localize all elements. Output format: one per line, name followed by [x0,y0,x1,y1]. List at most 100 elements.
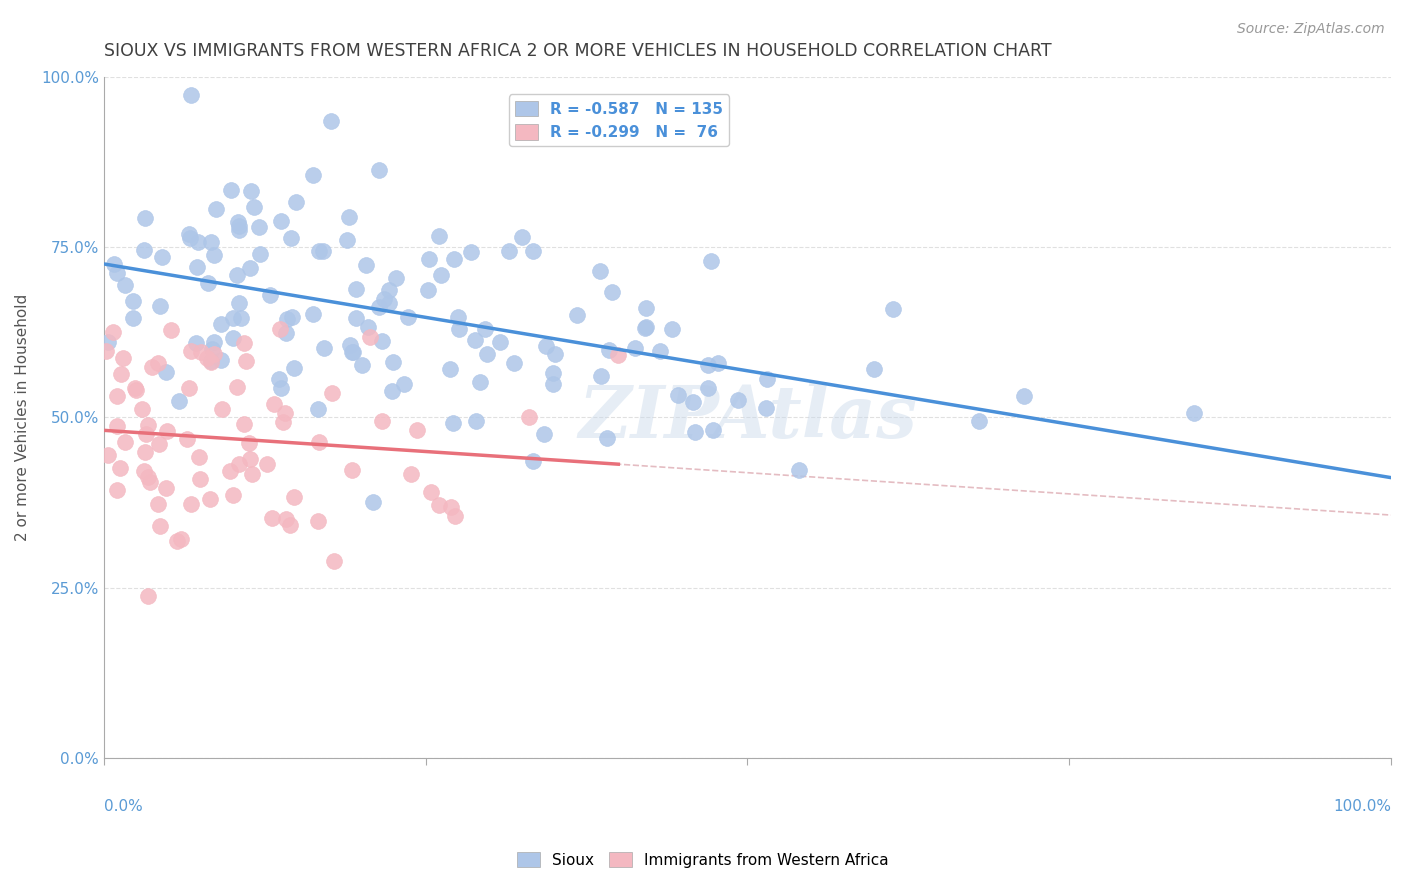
Point [464,333,486,347]
Point [105,389,128,403]
Point [356,320,378,334]
Point [263,397,285,411]
Point [368,300,391,314]
Point [967,414,990,428]
Point [350,358,373,372]
Point [202,335,225,350]
Point [103,257,125,271]
Point [267,372,290,386]
Point [197,276,219,290]
Point [354,258,377,272]
Point [682,394,704,409]
Point [228,219,250,234]
Point [541,366,564,380]
Point [112,351,135,365]
Point [160,323,183,337]
Point [666,388,689,402]
Point [321,386,343,401]
Point [124,381,146,395]
Point [427,499,450,513]
Point [201,342,224,356]
Point [228,223,250,237]
Point [474,322,496,336]
Point [882,301,904,316]
Point [243,201,266,215]
Point [468,375,491,389]
Point [200,355,222,369]
Point [787,463,810,477]
Point [256,457,278,471]
Point [283,360,305,375]
Point [190,344,212,359]
Point [510,229,533,244]
Point [188,472,211,486]
Point [301,168,323,182]
Point [339,338,361,352]
Point [221,487,243,501]
Point [312,341,335,355]
Point [97,334,120,349]
Point [439,362,461,376]
Point [179,231,201,245]
Point [239,260,262,275]
Point [200,235,222,249]
Point [591,369,613,384]
Point [707,356,730,370]
Point [420,485,443,500]
Point [460,245,482,260]
Point [464,414,486,428]
Point [180,87,202,102]
Point [446,310,468,324]
Point [533,427,555,442]
Point [283,490,305,504]
Point [226,215,249,229]
Point [418,283,440,297]
Point [302,307,325,321]
Point [702,423,724,437]
Point [132,244,155,258]
Point [498,244,520,258]
Point [399,467,422,482]
Point [94,343,117,358]
Point [278,518,301,533]
Point [134,445,156,459]
Point [155,365,177,379]
Point [202,347,225,361]
Point [114,278,136,293]
Point [211,402,233,417]
Point [600,285,623,299]
Point [149,299,172,313]
Point [373,293,395,307]
Point [125,384,148,398]
Point [110,368,132,382]
Point [441,416,464,430]
Point [522,244,544,258]
Text: SIOUX VS IMMIGRANTS FROM WESTERN AFRICA 2 OR MORE VEHICLES IN HOUSEHOLD CORRELAT: SIOUX VS IMMIGRANTS FROM WESTERN AFRICA … [104,42,1052,60]
Point [269,321,291,335]
Point [280,230,302,244]
Point [636,320,658,334]
Point [270,214,292,228]
Point [259,288,281,302]
Point [598,343,620,358]
Point [209,317,232,331]
Point [222,331,245,345]
Point [312,244,335,258]
Point [249,247,271,261]
Point [371,414,394,428]
Point [108,461,131,475]
Point [238,435,260,450]
Point [323,554,346,568]
Point [222,311,245,326]
Point [218,464,240,478]
Point [239,184,262,198]
Point [271,415,294,429]
Point [321,114,343,128]
Point [607,347,630,361]
Point [229,310,252,325]
Text: 100.0%: 100.0% [1333,799,1391,814]
Point [262,510,284,524]
Point [176,432,198,446]
Point [440,500,463,515]
Point [565,309,588,323]
